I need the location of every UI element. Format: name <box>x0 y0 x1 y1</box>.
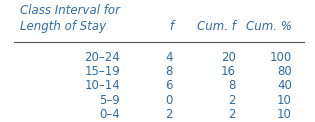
Text: 8: 8 <box>228 79 236 92</box>
Text: Class Interval for: Class Interval for <box>20 5 120 17</box>
Text: Cum. %: Cum. % <box>246 20 292 33</box>
Text: 100: 100 <box>270 51 292 64</box>
Text: 0–4: 0–4 <box>99 108 120 121</box>
Text: Length of Stay: Length of Stay <box>20 20 106 33</box>
Text: 2: 2 <box>228 108 236 121</box>
Text: 15–19: 15–19 <box>84 65 120 78</box>
Text: f: f <box>169 20 173 33</box>
Text: 20–24: 20–24 <box>84 51 120 64</box>
Text: 5–9: 5–9 <box>99 94 120 107</box>
Text: 4: 4 <box>166 51 173 64</box>
Text: 40: 40 <box>277 79 292 92</box>
Text: 20: 20 <box>221 51 236 64</box>
Text: Cum. f: Cum. f <box>197 20 236 33</box>
Text: 10–14: 10–14 <box>84 79 120 92</box>
Text: 10: 10 <box>277 108 292 121</box>
Text: 16: 16 <box>220 65 236 78</box>
Text: 6: 6 <box>166 79 173 92</box>
Text: 2: 2 <box>166 108 173 121</box>
Text: 8: 8 <box>166 65 173 78</box>
Text: 2: 2 <box>228 94 236 107</box>
Text: 0: 0 <box>166 94 173 107</box>
Text: 10: 10 <box>277 94 292 107</box>
Text: 80: 80 <box>277 65 292 78</box>
